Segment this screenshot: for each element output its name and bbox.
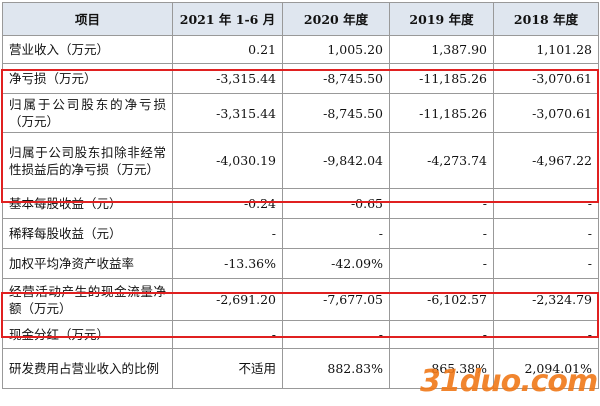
value-cell: -0.65: [282, 188, 390, 219]
value-cell: -0.24: [172, 188, 283, 219]
value-cell: -: [493, 218, 599, 249]
row-label: 现金分红（万元）: [2, 320, 173, 349]
row-label: 研发费用占营业收入的比例: [2, 348, 173, 389]
value-cell: -: [172, 218, 283, 249]
value-cell: -42.09%: [282, 248, 390, 279]
row-label: 经营活动产生的现金流量净额（万元）: [2, 278, 173, 321]
value-cell: -: [172, 320, 283, 349]
table-row: 稀释每股收益（元） - - - -: [2, 218, 599, 249]
value-cell: 865.38%: [389, 348, 494, 389]
value-cell: -7,677.05: [282, 278, 390, 321]
value-cell: -3,315.44: [172, 93, 283, 133]
value-cell: -2,691.20: [172, 278, 283, 321]
table-row: 经营活动产生的现金流量净额（万元） -2,691.20 -7,677.05 -6,10…: [2, 278, 599, 321]
value-cell: 不适用: [172, 348, 283, 389]
table-row: 加权平均净资产收益率 -13.36% -42.09% - -: [2, 248, 599, 279]
value-cell: -11,185.26: [389, 63, 494, 94]
table-row: 归属于公司股东扣除非经常性损益后的净亏损（万元） -4,030.19 -9,842.…: [2, 132, 599, 189]
table-body: 营业收入（万元） 0.21 1,005.20 1,387.90 1,101.28 净亏损（…: [2, 35, 599, 389]
financial-table: 项目 2021 年 1-6 月 2020 年度 2019 年度 2018 年度 营业收入…: [2, 2, 599, 389]
value-cell: 0.21: [172, 35, 283, 64]
value-cell: -2,324.79: [493, 278, 599, 321]
value-cell: -: [389, 248, 494, 279]
value-cell: -: [493, 248, 599, 279]
row-label: 归属于公司股东的净亏损（万元）: [2, 93, 173, 133]
value-cell: -: [282, 218, 390, 249]
value-cell: -: [389, 188, 494, 219]
value-cell: 1,101.28: [493, 35, 599, 64]
value-cell: -4,967.22: [493, 132, 599, 189]
header-cell: 2019 年度: [389, 2, 494, 36]
row-label: 基本每股收益（元）: [2, 188, 173, 219]
value-cell: 1,387.90: [389, 35, 494, 64]
value-cell: -: [493, 188, 599, 219]
header-cell: 2021 年 1-6 月: [172, 2, 283, 36]
value-cell: -: [389, 320, 494, 349]
value-cell: -11,185.26: [389, 93, 494, 133]
value-cell: -4,273.74: [389, 132, 494, 189]
value-cell: -: [493, 320, 599, 349]
value-cell: -13.36%: [172, 248, 283, 279]
table-row: 研发费用占营业收入的比例 不适用 882.83% 865.38% 2,094.01%: [2, 348, 599, 389]
row-label: 净亏损（万元）: [2, 63, 173, 94]
value-cell: 1,005.20: [282, 35, 390, 64]
value-cell: 2,094.01%: [493, 348, 599, 389]
value-cell: 882.83%: [282, 348, 390, 389]
header-row: 项目 2021 年 1-6 月 2020 年度 2019 年度 2018 年度: [2, 2, 599, 36]
value-cell: -3,315.44: [172, 63, 283, 94]
table-row: 净亏损（万元） -3,315.44 -8,745.50 -11,185.26 -3,07…: [2, 63, 599, 94]
value-cell: -8,745.50: [282, 63, 390, 94]
value-cell: -3,070.61: [493, 63, 599, 94]
table-row: 基本每股收益（元） -0.24 -0.65- -: [2, 188, 599, 219]
value-cell: -: [389, 218, 494, 249]
table-row: 归属于公司股东的净亏损（万元） -3,315.44 -8,745.50 -11,185…: [2, 93, 599, 133]
value-cell: -6,102.57: [389, 278, 494, 321]
value-cell: -3,070.61: [493, 93, 599, 133]
header-cell: 2018 年度: [493, 2, 599, 36]
table-row: 现金分红（万元） - - - -: [2, 320, 599, 349]
row-label: 营业收入（万元）: [2, 35, 173, 64]
value-cell: -8,745.50: [282, 93, 390, 133]
header-cell: 项目: [2, 2, 173, 36]
row-label: 加权平均净资产收益率: [2, 248, 173, 279]
header-cell: 2020 年度: [282, 2, 390, 36]
row-label: 归属于公司股东扣除非经常性损益后的净亏损（万元）: [2, 132, 173, 189]
value-cell: -9,842.04: [282, 132, 390, 189]
value-cell: -: [282, 320, 390, 349]
table-row: 营业收入（万元） 0.21 1,005.20 1,387.90 1,101.28: [2, 35, 599, 64]
row-label: 稀释每股收益（元）: [2, 218, 173, 249]
watermark: 31duo.com: [420, 364, 598, 399]
value-cell: -4,030.19: [172, 132, 283, 189]
